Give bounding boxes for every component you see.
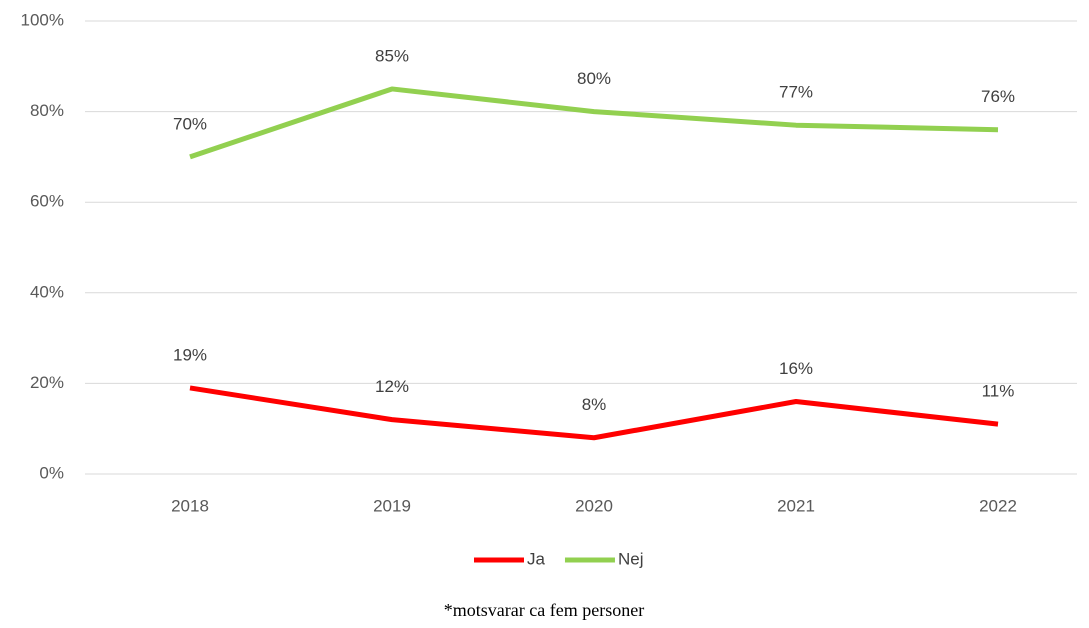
x-tick-label: 2022: [979, 496, 1017, 515]
data-label: 8%: [582, 395, 607, 414]
y-tick-label: 40%: [30, 282, 64, 301]
legend-label: Nej: [618, 549, 644, 568]
data-label: 16%: [779, 359, 813, 378]
data-label: 19%: [173, 345, 207, 364]
x-tick-label: 2021: [777, 496, 815, 515]
data-label: 11%: [982, 382, 1015, 401]
data-label: 76%: [981, 87, 1015, 106]
x-tick-label: 2020: [575, 496, 613, 515]
series-line: [189, 86, 999, 160]
series-line: [189, 385, 999, 441]
x-tick-label: 2019: [373, 496, 411, 515]
y-tick-label: 20%: [30, 373, 64, 392]
data-label: 85%: [375, 46, 409, 65]
footnote: *motsvarar ca fem personer: [444, 600, 644, 620]
y-tick-label: 80%: [30, 101, 64, 120]
x-tick-label: 2018: [171, 496, 209, 515]
data-label: 70%: [173, 114, 207, 133]
data-label: 77%: [779, 83, 813, 102]
y-tick-label: 60%: [30, 192, 64, 211]
data-label: 80%: [577, 69, 611, 88]
y-tick-label: 100%: [21, 10, 64, 29]
y-tick-label: 0%: [39, 463, 64, 482]
legend-label: Ja: [527, 549, 546, 568]
data-label: 12%: [375, 377, 409, 396]
